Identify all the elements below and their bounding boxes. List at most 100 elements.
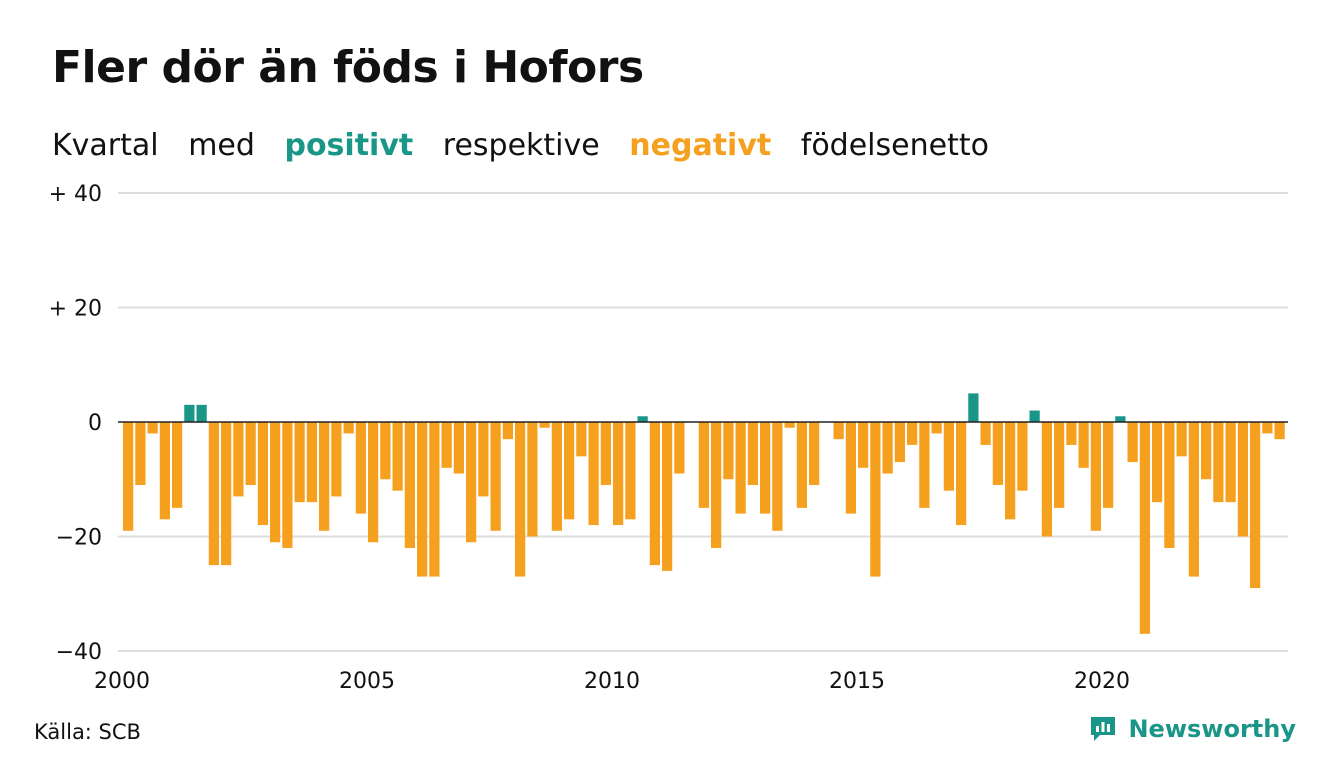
bar-positive [1029,410,1040,422]
bar-negative [221,422,232,566]
bar-negative [723,422,734,480]
bar-negative [123,422,134,531]
bar-negative [1127,422,1138,463]
bar-negative [735,422,746,514]
bar-negative [331,422,342,497]
bar-negative [1139,422,1150,634]
bar-negative [784,422,795,428]
bar-negative [1078,422,1089,468]
bar-negative [270,422,281,543]
bar-negative [943,422,954,491]
bar-negative [135,422,146,485]
bar-negative [282,422,293,548]
bar-negative [294,422,305,503]
bar-negative [1176,422,1187,457]
bar-negative [625,422,636,520]
bar-negative [1152,422,1163,503]
bar-negative [319,422,330,531]
bar-negative [1066,422,1077,445]
bar-negative [588,422,599,526]
y-tick-label: + 40 [49,182,102,207]
bar-negative [368,422,379,543]
subtitle-negative-label: negativt [629,128,772,163]
bar-negative [453,422,464,474]
bar-negative [772,422,783,531]
bar-negative [478,422,489,497]
bar-negative [539,422,550,428]
bar-positive [196,404,207,422]
bar-negative [208,422,219,566]
bar-negative [466,422,477,543]
source-note: Källa: SCB [34,720,141,744]
y-tick-label: −20 [56,526,102,551]
bar-negative [931,422,942,434]
bar-negative [833,422,844,440]
bar-negative [1054,422,1065,508]
newsworthy-logo: Newsworthy [1088,714,1296,744]
bar-negative [392,422,403,491]
bar-negative [1005,422,1016,520]
bar-negative [845,422,856,514]
brand-name: Newsworthy [1128,715,1296,743]
y-tick-label: + 20 [49,297,102,322]
bar-negative [404,422,415,548]
bar-negative [159,422,170,520]
bar-negative [956,422,967,526]
bar-negative [441,422,452,468]
bar-negative [1017,422,1028,491]
bar-negative [1274,422,1285,440]
bar-negative [711,422,722,548]
bar-negative [355,422,366,514]
bar-negative [613,422,624,526]
bar-negative [992,422,1003,485]
bar-negative [257,422,268,526]
subtitle-word-fodelsenetto: födelsenetto [800,128,989,163]
bar-negative [1237,422,1248,537]
bar-negative [1225,422,1236,503]
bar-negative [1188,422,1199,577]
bar-negative [980,422,991,445]
bar-negative [882,422,893,474]
bar-negative [147,422,158,434]
x-tick-label: 2010 [584,669,640,694]
x-tick-label: 2000 [94,669,150,694]
subtitle-word-respektive: respektive [442,128,600,163]
bar-negative [796,422,807,508]
bar-negative [894,422,905,463]
bar-negative [1262,422,1273,434]
bar-positive [184,404,195,422]
newsworthy-logo-icon [1091,717,1116,741]
bar-positive [968,393,979,422]
bar-negative [760,422,771,514]
bar-negative [343,422,354,434]
bar-negative [858,422,869,468]
y-tick-label: −40 [56,640,102,665]
bar-negative [1213,422,1224,503]
bar-negative [429,422,440,577]
bar-negative [417,422,428,577]
bar-negative [907,422,918,445]
bar-negative [172,422,183,508]
bar-negative [515,422,526,577]
x-tick-label: 2015 [829,669,885,694]
bar-negative [809,422,820,485]
x-tick-label: 2005 [339,669,395,694]
bar-negative [306,422,317,503]
bar-negative [564,422,575,520]
bar-negative [551,422,562,531]
bar-negative [870,422,881,577]
y-tick-label: 0 [88,411,102,436]
bar-positive [1115,416,1126,422]
bar-negative [1041,422,1052,537]
bar-negative [233,422,244,497]
bar-negative [1164,422,1175,548]
bar-negative [674,422,685,474]
bar-negative [649,422,660,566]
bar-negative [527,422,538,537]
bar-negative [380,422,391,480]
x-tick-label: 2020 [1074,669,1130,694]
bar-negative [490,422,501,531]
bar-negative [576,422,587,457]
subtitle-positive-label: positivt [284,128,414,163]
